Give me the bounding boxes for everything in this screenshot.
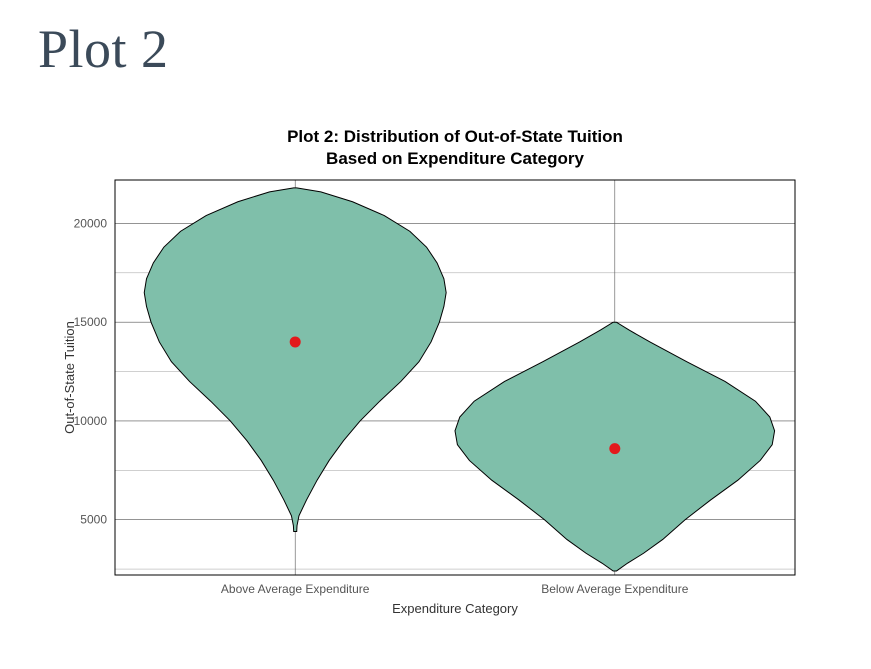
y-tick-label: 20000	[74, 216, 108, 230]
y-tick-label: 10000	[74, 414, 108, 428]
violin-chart: 5000 10000 15000 20000 Above Average Expendi…	[60, 120, 810, 640]
y-axis-label: Out-of-State Tuition	[62, 321, 77, 434]
y-tick-label: 5000	[80, 513, 107, 527]
chart-title-line2: Based on Expenditure Category	[326, 149, 584, 168]
x-axis-label: Expenditure Category	[392, 601, 518, 616]
x-tick-label-1: Below Average Expenditure	[541, 582, 689, 596]
chart-title-line1: Plot 2: Distribution of Out-of-State Tui…	[287, 127, 623, 146]
x-tick-label-0: Above Average Expenditure	[221, 582, 370, 596]
mean-point-1	[609, 443, 620, 454]
slide-title: Plot 2	[38, 18, 169, 80]
y-tick-label: 15000	[74, 315, 108, 329]
mean-point-0	[290, 336, 301, 347]
